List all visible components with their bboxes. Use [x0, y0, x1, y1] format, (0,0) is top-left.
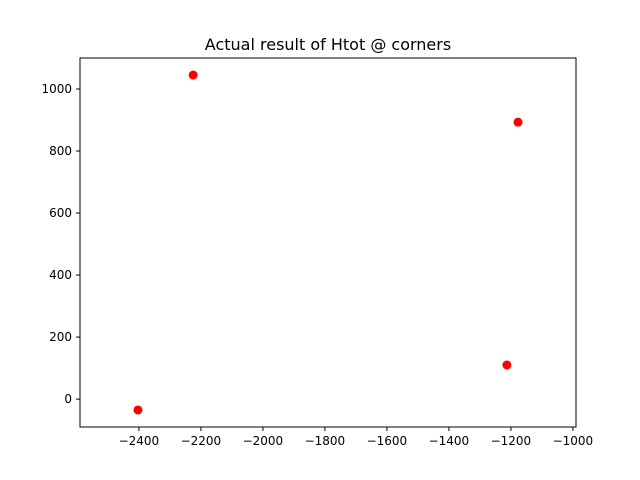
y-tick-label: 200 — [49, 330, 72, 344]
x-tick-label: −1400 — [429, 434, 470, 448]
x-tick-label: −1200 — [491, 434, 532, 448]
chart-title: Actual result of Htot @ corners — [205, 35, 451, 54]
x-tick-label: −2400 — [119, 434, 160, 448]
x-tick-label: −2200 — [181, 434, 222, 448]
y-tick-label: 400 — [49, 268, 72, 282]
x-tick-label: −1800 — [305, 434, 346, 448]
x-tick-label: −1600 — [367, 434, 408, 448]
y-tick-label: 1000 — [41, 82, 72, 96]
x-tick-label: −1000 — [553, 434, 594, 448]
y-tick-label: 800 — [49, 144, 72, 158]
plot-area: −2400 −2200 −2000 −1800 −1600 −1400 −1200 −1000… — [41, 57, 594, 448]
x-tick-label: −2000 — [243, 434, 284, 448]
y-tick-label: 600 — [49, 206, 72, 220]
data-point — [133, 405, 143, 415]
y-tick-label: 0 — [64, 392, 72, 406]
axes-frame — [79, 57, 577, 428]
data-point — [188, 70, 198, 80]
data-point — [502, 360, 512, 370]
data-point — [513, 117, 523, 127]
